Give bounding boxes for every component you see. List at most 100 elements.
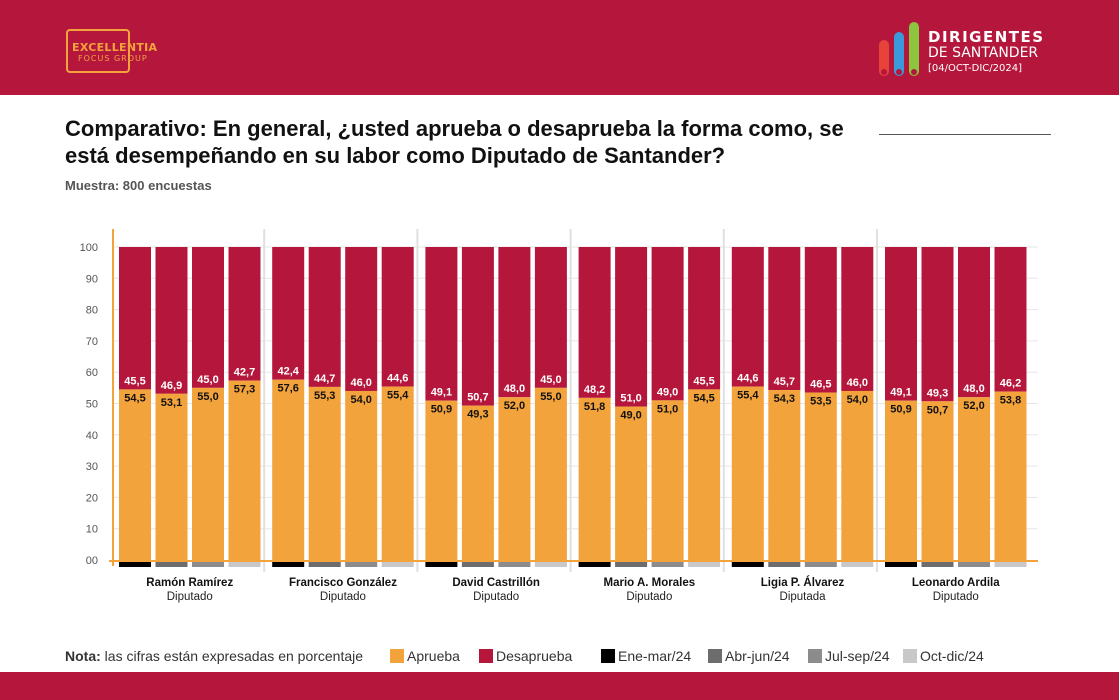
bar-desaprueba — [615, 247, 648, 407]
data-label-aprueba: 50,7 — [927, 404, 948, 416]
period-marker — [192, 561, 224, 567]
period-marker — [119, 561, 151, 567]
legend-swatch-q1 — [601, 649, 615, 663]
data-label-aprueba: 52,0 — [504, 400, 525, 412]
chart-title: Comparativo: En general, ¿usted aprueba … — [65, 116, 844, 168]
data-label-aprueba: 50,9 — [431, 404, 452, 416]
legend-item-aprueba: Aprueba — [390, 648, 460, 664]
period-marker — [498, 561, 531, 567]
data-label-aprueba: 55,3 — [314, 390, 335, 402]
bar-desaprueba — [272, 247, 305, 380]
legend-note-label: Nota: — [65, 648, 101, 664]
logo-right-line3: [04/OCT-DIC/2024] — [928, 63, 1022, 74]
data-label-desaprueba: 44,6 — [737, 373, 758, 385]
legend-item-q3: Jul-sep/24 — [808, 648, 890, 664]
data-label-desaprueba: 51,0 — [620, 393, 641, 405]
logo-left-name: EXCELLENTIA — [72, 41, 158, 54]
bar-aprueba — [804, 392, 837, 560]
period-marker — [228, 561, 261, 567]
approval-chart: 00 10 20 30 40 50 60 70 80 90 100 45,5 54,5 46,9 53,1 4… — [80, 229, 1038, 603]
data-label-aprueba: 53,5 — [810, 396, 831, 408]
period-marker — [688, 561, 721, 567]
data-label-aprueba: 54,0 — [350, 394, 371, 406]
period-marker — [308, 561, 341, 567]
y-tick-label: 60 — [86, 367, 98, 379]
bar-desaprueba — [994, 247, 1027, 392]
legend-item-desaprueba: Desaprueba — [479, 648, 572, 664]
period-marker — [425, 561, 458, 567]
period-marker — [381, 561, 414, 567]
data-label-aprueba: 51,8 — [584, 401, 605, 413]
period-marker — [921, 561, 954, 567]
bar-desaprueba — [192, 247, 224, 388]
data-label-aprueba: 54,3 — [774, 393, 795, 405]
data-label-desaprueba: 48,0 — [504, 383, 525, 395]
period-marker — [768, 561, 801, 567]
period-marker — [615, 561, 648, 567]
period-marker — [731, 561, 764, 567]
bar-desaprueba — [425, 247, 458, 401]
bar-aprueba — [768, 390, 801, 560]
bar-aprueba — [921, 401, 954, 560]
header-bar: EXCELLENTIA FOCUS GROUP DIRIGENTES DE SA… — [0, 0, 1119, 95]
category-role: Diputado — [626, 591, 672, 603]
period-marker — [651, 561, 684, 567]
bar-aprueba — [885, 400, 917, 560]
data-label-desaprueba: 50,7 — [467, 392, 488, 404]
data-label-aprueba: 53,8 — [1000, 395, 1021, 407]
bar-desaprueba — [498, 247, 531, 398]
bar-desaprueba — [578, 247, 611, 398]
bar-desaprueba — [804, 247, 837, 393]
legend-label-aprueba: Aprueba — [407, 648, 460, 664]
category-name: Mario A. Morales — [604, 577, 696, 589]
bar-aprueba — [155, 393, 188, 560]
sample-size: Muestra: 800 encuestas — [65, 178, 212, 193]
category-name: Francisco González — [289, 577, 397, 589]
data-label-aprueba: 57,6 — [277, 383, 298, 395]
legend-swatch-q3 — [808, 649, 822, 663]
category-name: Leonardo Ardila — [912, 577, 1000, 589]
legend-label-q1: Ene-mar/24 — [618, 648, 692, 664]
bar-aprueba — [651, 400, 684, 560]
dirigentes-pencils-icon — [879, 22, 919, 76]
data-label-aprueba: 53,1 — [161, 397, 182, 409]
bar-desaprueba — [841, 247, 874, 391]
bar-aprueba — [578, 397, 611, 560]
data-label-aprueba: 50,9 — [890, 404, 911, 416]
footer-bar — [0, 672, 1119, 700]
data-label-desaprueba: 49,0 — [657, 386, 678, 398]
bar-aprueba — [688, 389, 721, 560]
data-label-aprueba: 51,0 — [657, 403, 678, 415]
data-label-desaprueba: 45,0 — [197, 374, 218, 386]
category-name: David Castrillón — [452, 577, 540, 589]
bar-desaprueba — [119, 247, 151, 390]
legend-label-q2: Abr-jun/24 — [725, 648, 790, 664]
data-label-desaprueba: 46,9 — [161, 380, 182, 392]
bar-desaprueba — [381, 247, 414, 387]
legend-label-q4: Oct-dic/24 — [920, 648, 984, 664]
data-label-desaprueba: 42,7 — [234, 367, 255, 379]
bar-desaprueba — [688, 247, 721, 390]
period-marker — [578, 561, 611, 567]
bar-aprueba — [615, 406, 648, 560]
data-label-aprueba: 54,5 — [693, 392, 714, 404]
data-label-aprueba: 54,5 — [124, 392, 145, 404]
category-role: Diputado — [933, 591, 979, 603]
bar-aprueba — [425, 400, 458, 560]
legend-swatch-q2 — [708, 649, 722, 663]
data-label-aprueba: 55,4 — [737, 390, 759, 402]
legend-note-text: las cifras están expresadas en porcentaj… — [100, 648, 364, 664]
data-label-desaprueba: 49,1 — [431, 387, 452, 399]
data-label-aprueba: 55,0 — [540, 391, 561, 403]
period-marker — [272, 561, 305, 567]
y-tick-label: 100 — [80, 242, 98, 254]
data-label-aprueba: 54,0 — [847, 394, 868, 406]
legend-item-q1: Ene-mar/24 — [601, 648, 691, 664]
category-role: Diputada — [780, 591, 827, 603]
bar-aprueba — [731, 386, 764, 560]
period-marker — [841, 561, 874, 567]
legend-label-desaprueba: Desaprueba — [496, 648, 573, 664]
data-label-aprueba: 57,3 — [234, 384, 255, 396]
bar-desaprueba — [534, 247, 567, 388]
logo-right-line2: DE SANTANDER — [928, 45, 1039, 61]
